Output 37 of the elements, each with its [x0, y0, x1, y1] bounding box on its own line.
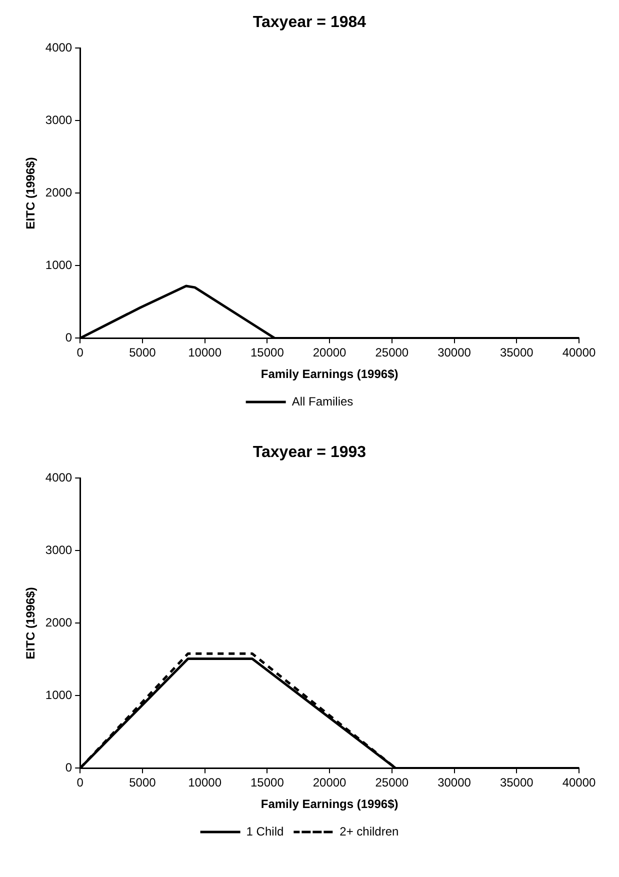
y-tick-label: 1000 — [45, 258, 72, 272]
chart-title: Taxyear = 1993 — [252, 443, 368, 463]
y-tick-label: 3000 — [45, 543, 72, 558]
x-tick-label: 20000 — [312, 346, 347, 360]
x-tick-label: 20000 — [312, 776, 347, 790]
x-tick-label: 0 — [76, 346, 84, 360]
x-tick-label: 30000 — [438, 346, 472, 360]
x-tick-label: 25000 — [375, 346, 409, 360]
x-tick-label: 0 — [76, 776, 84, 790]
legend-label: All Families — [292, 394, 354, 408]
x-tick-label: 5000 — [129, 776, 156, 790]
x-axis-title: Family Earnings (1996$) — [260, 367, 398, 382]
legend-label: 1 Child — [246, 824, 284, 838]
x-tick-label: 40000 — [562, 776, 596, 790]
legend-label: 2+ children — [340, 824, 399, 838]
x-tick-label: 10000 — [188, 346, 222, 360]
y-axis-title: EITC (1996$) — [24, 157, 38, 230]
x-tick-label: 35000 — [500, 346, 534, 360]
x-tick-label: 25000 — [375, 776, 409, 790]
y-tick-label: 1000 — [45, 688, 72, 702]
x-axis-title: Family Earnings (1996$) — [260, 797, 398, 812]
y-axis-title: EITC (1996$) — [24, 587, 38, 660]
x-tick-label: 5000 — [129, 346, 156, 360]
chart-title: Taxyear = 1984 — [252, 13, 368, 33]
x-tick-label: 10000 — [188, 776, 222, 790]
y-tick-label: 0 — [65, 330, 72, 345]
y-tick-label: 4000 — [45, 40, 72, 55]
x-tick-label: 30000 — [438, 776, 472, 790]
x-tick-label: 35000 — [500, 776, 534, 790]
x-tick-label: 15000 — [250, 346, 284, 360]
y-tick-label: 0 — [65, 760, 72, 775]
x-tick-label: 15000 — [250, 776, 284, 790]
y-tick-label: 4000 — [45, 470, 72, 485]
y-tick-label: 3000 — [45, 113, 72, 128]
y-tick-label: 2000 — [45, 616, 72, 630]
y-tick-label: 2000 — [45, 186, 72, 200]
x-tick-label: 40000 — [562, 346, 596, 360]
